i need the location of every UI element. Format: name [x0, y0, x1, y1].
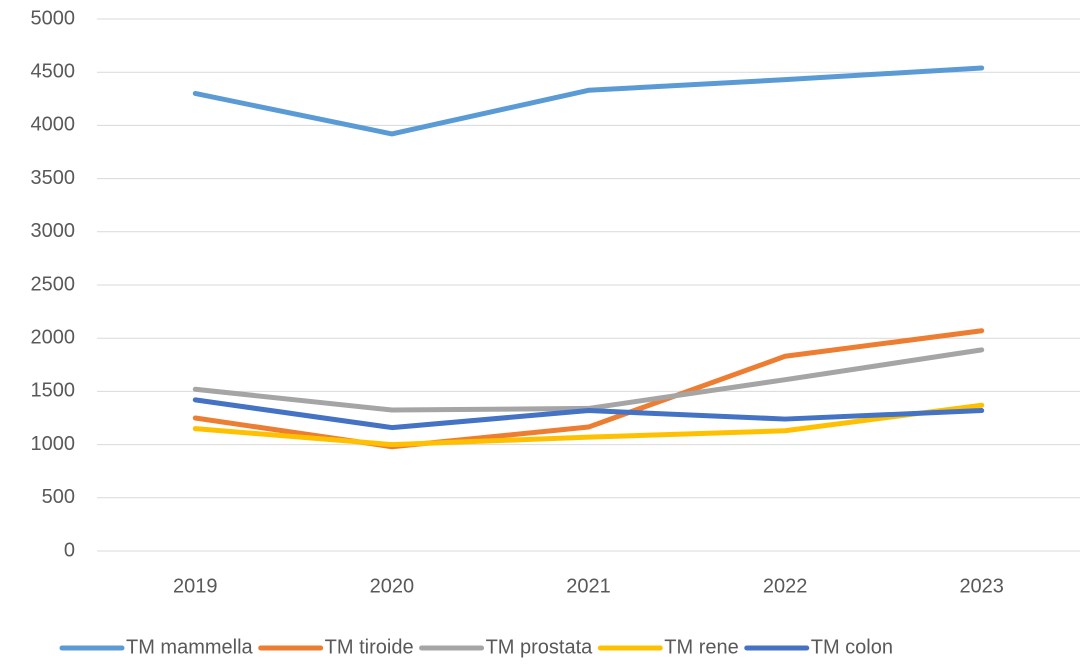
y-tick-label: 500	[42, 486, 75, 508]
y-tick-label: 3500	[31, 167, 76, 189]
x-tick-label: 2022	[763, 575, 808, 597]
x-tick-label: 2023	[959, 575, 1004, 597]
legend-label: TM rene	[664, 636, 738, 658]
y-tick-label: 2000	[31, 326, 76, 348]
y-tick-label: 3000	[31, 220, 76, 242]
x-tick-label: 2021	[566, 575, 611, 597]
y-tick-label: 1500	[31, 380, 76, 402]
series-line	[192, 65, 985, 137]
y-tick-label: 4500	[31, 60, 76, 82]
series-line	[192, 397, 985, 431]
series-line	[192, 402, 985, 448]
x-tick-label: 2019	[173, 575, 218, 597]
y-tick-label: 5000	[31, 7, 76, 29]
legend-label: TM prostata	[486, 636, 594, 658]
x-tick-label: 2020	[370, 575, 415, 597]
y-tick-label: 1000	[31, 433, 76, 455]
legend-label: TM mammella	[126, 636, 254, 658]
series-line	[192, 328, 985, 450]
y-tick-label: 2500	[31, 273, 76, 295]
legend-label: TM tiroide	[325, 636, 414, 658]
y-tick-label: 0	[64, 539, 75, 561]
legend-label: TM colon	[811, 636, 893, 658]
y-tick-label: 4000	[31, 114, 76, 136]
series-line	[192, 347, 985, 413]
